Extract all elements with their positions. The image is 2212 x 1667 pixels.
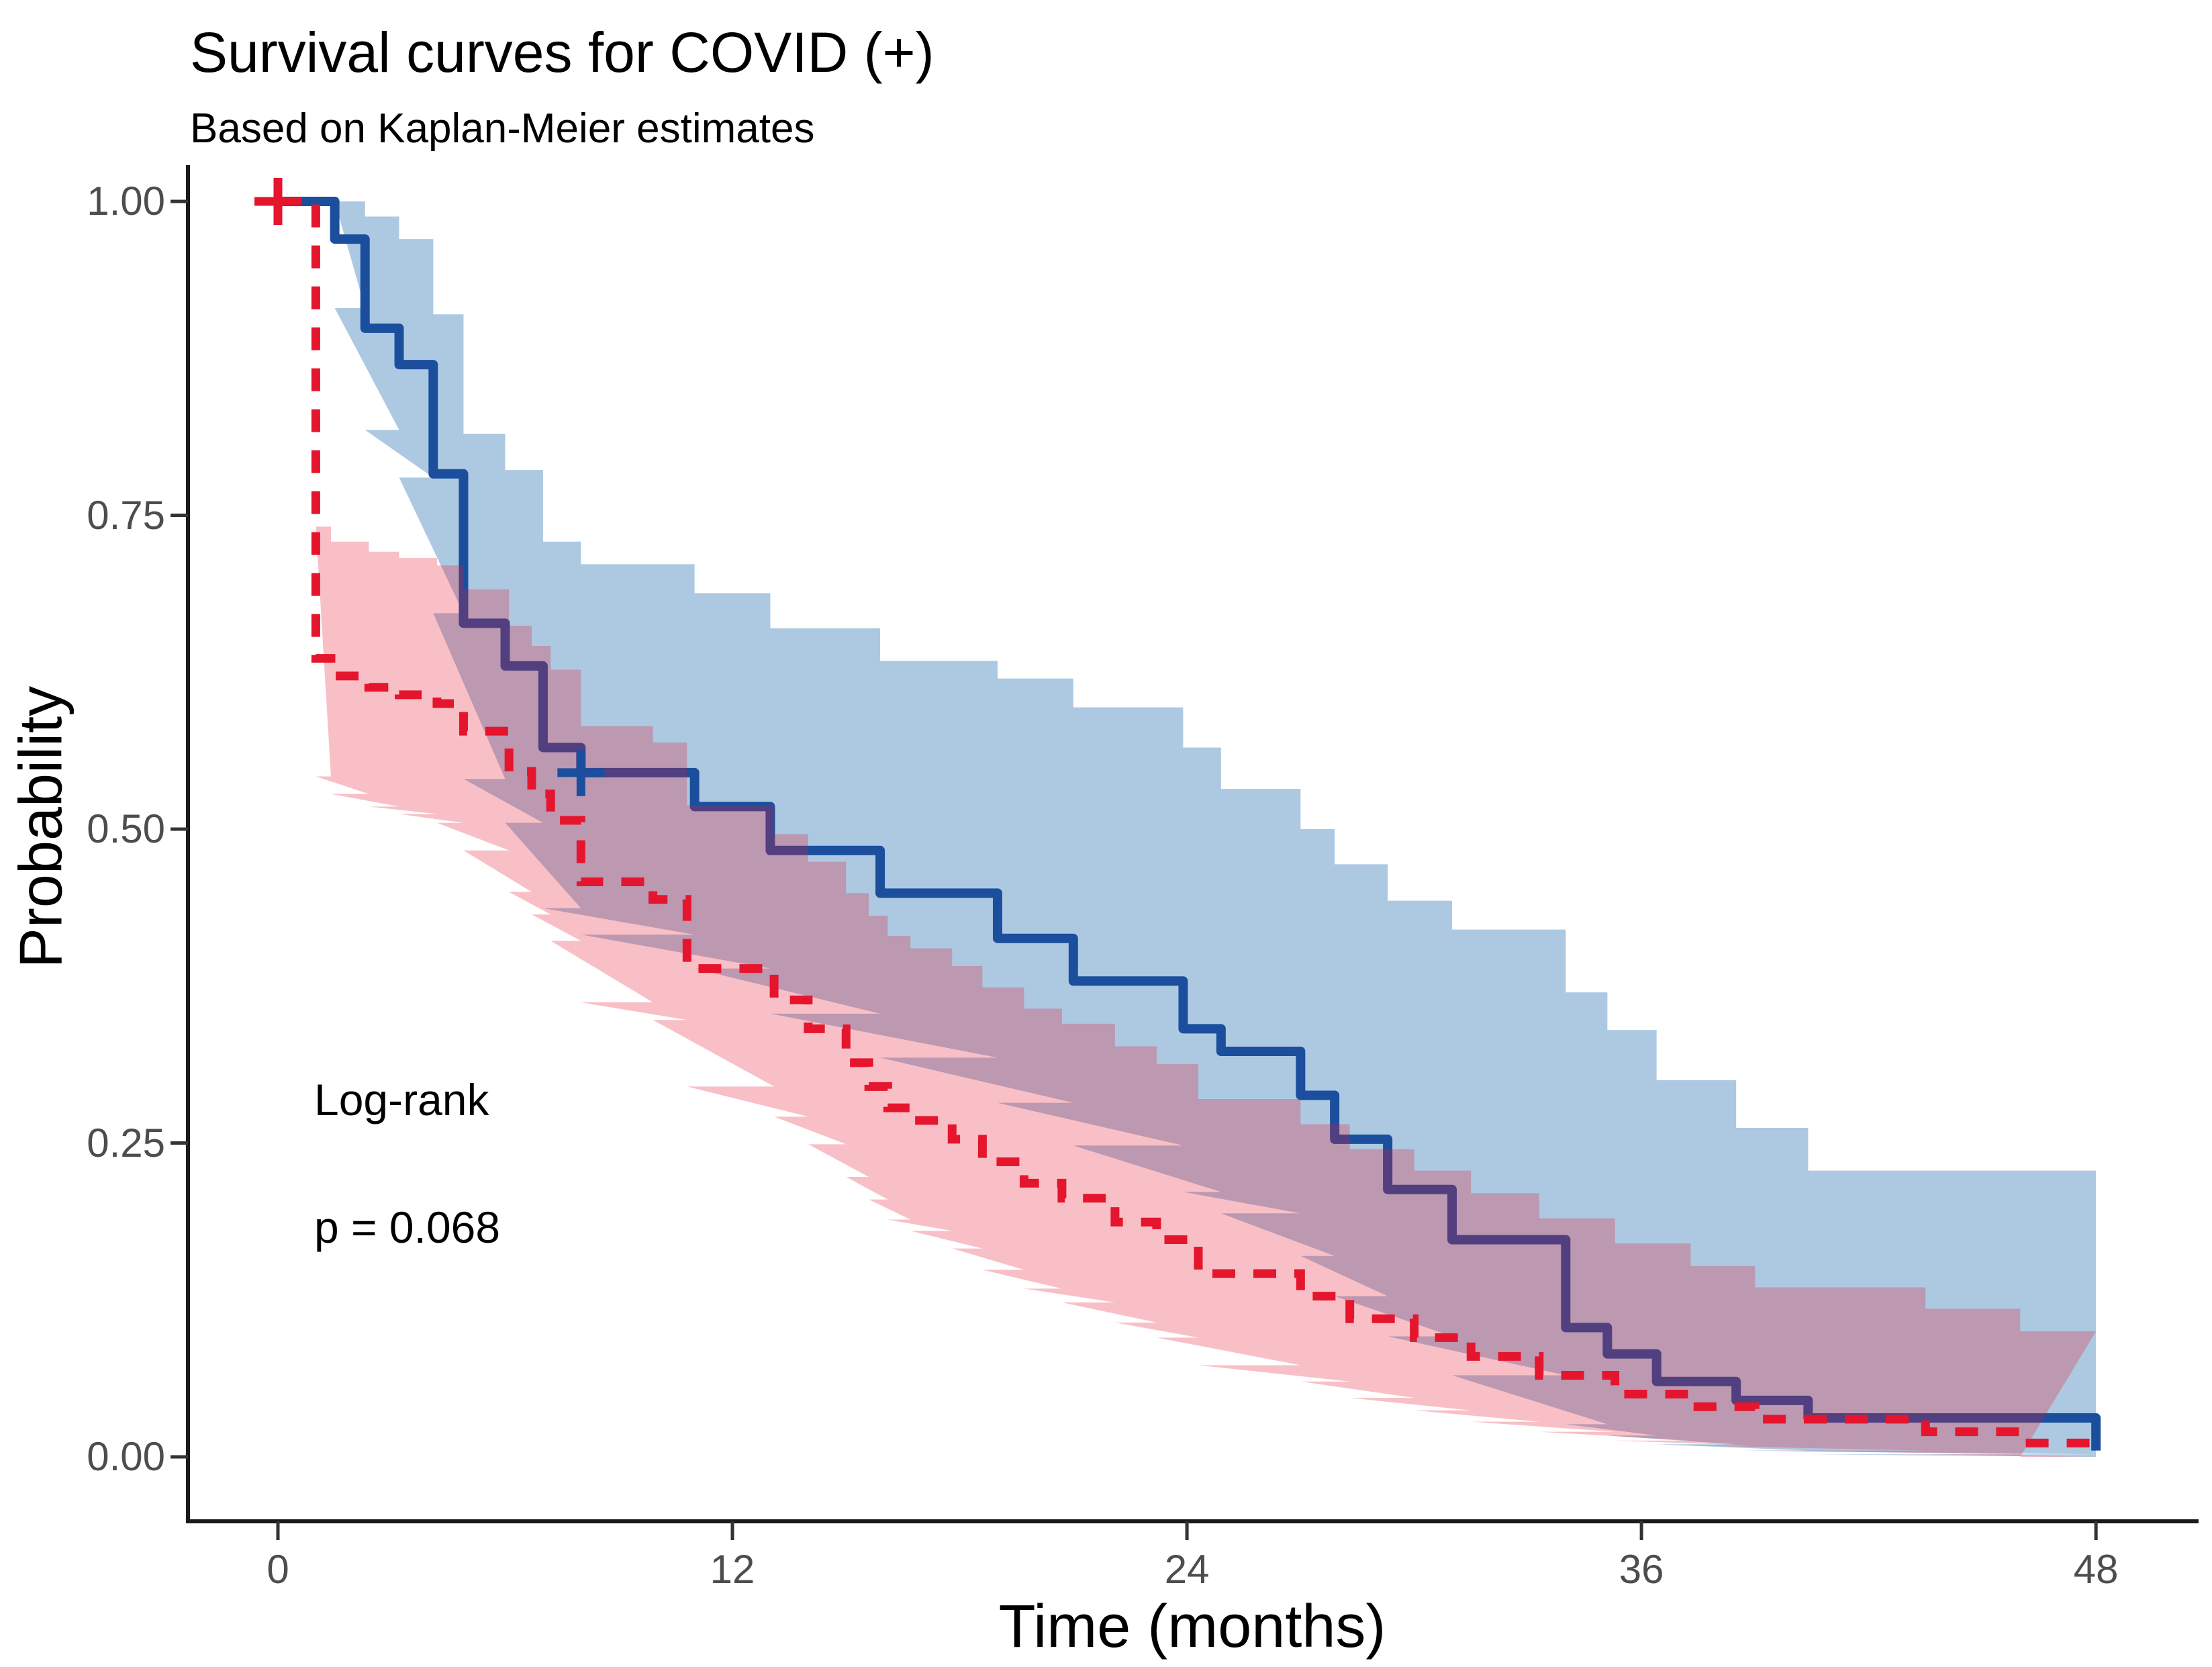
chart-title: Survival curves for COVID (+) — [190, 21, 934, 84]
blue-censor-mark — [557, 749, 605, 796]
x-tick-label: 48 — [2073, 1547, 2119, 1592]
y-tick-label: 0.25 — [87, 1120, 165, 1165]
y-tick-label: 0.50 — [87, 806, 165, 851]
x-tick-label: 36 — [1619, 1547, 1664, 1592]
x-tick-label: 0 — [267, 1547, 289, 1592]
red-survival-curve — [278, 197, 2097, 1447]
x-tick-label: 24 — [1164, 1547, 1210, 1592]
y-tick-label: 1.00 — [87, 179, 165, 224]
x-axis-title: Time (months) — [998, 1593, 1386, 1660]
logrank-annotation: Log-rank — [314, 1075, 489, 1125]
p-value-annotation: p = 0.068 — [314, 1202, 501, 1252]
x-tick-label: 12 — [710, 1547, 755, 1592]
blue-survival-curve — [278, 197, 2101, 1451]
chart-subtitle: Based on Kaplan-Meier estimates — [190, 105, 815, 152]
red-censor-mark — [254, 178, 301, 225]
y-tick-label: 0.75 — [87, 492, 165, 538]
blue-confidence-band — [334, 201, 2097, 1457]
red-confidence-band — [316, 526, 2097, 1457]
y-tick-label: 0.00 — [87, 1434, 165, 1479]
